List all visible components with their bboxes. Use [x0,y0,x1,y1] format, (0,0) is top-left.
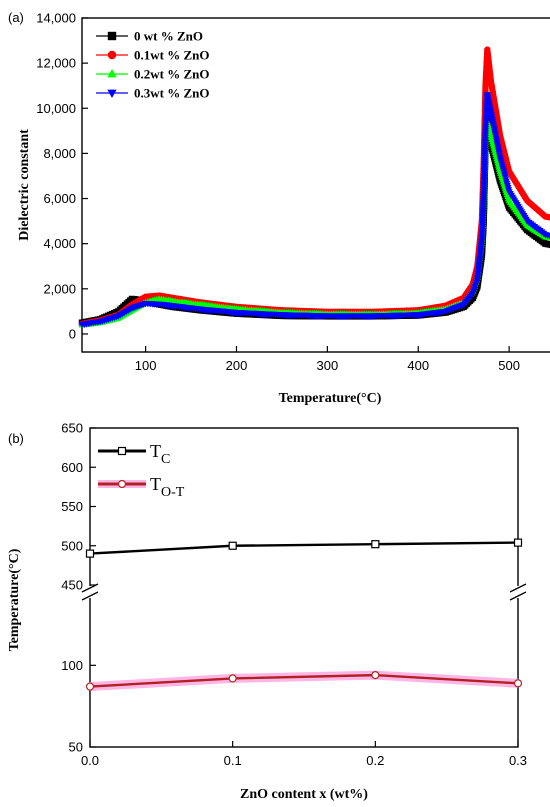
series-1-point [371,671,380,680]
y-tick-label: 550 [61,499,83,514]
panel-b-y-axis: 450 500 550 600 650 50 100 [61,421,96,755]
series-1-point [85,682,95,691]
y-tick-label: 6,000 [43,191,76,206]
series-0-point [228,541,237,550]
legend-label: 0.3wt % ZnO [134,86,209,101]
series-3 [78,92,550,329]
x-tick-label: 100 [135,358,157,373]
series-1-point [228,674,237,683]
series-0-point [546,241,550,248]
series-1 [85,670,523,692]
panel-a-y-axis: 0 2,000 4,000 6,000 8,000 10,000 12,000 14,000 [36,11,88,341]
axis-break-mark [81,591,99,601]
y-tick-label: 14,000 [36,11,76,26]
panel-b-label: (b) [8,431,24,446]
series-0-point [513,538,523,547]
panel-a-plot-frame [81,17,550,353]
y-tick-label: 12,000 [36,56,76,71]
axis-break-mark [509,591,527,601]
y-tick-label: 450 [61,578,83,593]
panel-b-y-axis-label: Temperature(°C) [7,548,22,651]
panel-b-legend: TC TO-T [98,441,185,500]
series-0-point [85,549,95,558]
x-tick-label: 0.1 [224,753,242,768]
legend-marker [107,89,117,99]
panel-a: (a) 0 2,000 4,000 6,000 8,000 10,000 12,000 14,… [8,10,550,406]
x-tick-label: 0.3 [509,753,527,768]
legend-label: 0 wt % ZnO [134,29,203,44]
legend-marker [117,446,127,456]
legend-marker [107,50,117,60]
panel-a-x-axis-label: Temperature(°C) [279,391,382,406]
panel-a-series-group [78,46,550,329]
series-0 [85,538,523,558]
series-0-line [89,541,519,555]
x-tick-label: 0.0 [81,753,99,768]
panel-b-x-axis-label: ZnO content x (wt%) [240,787,368,802]
panel-a-legend: 0 wt % ZnO 0.1wt % ZnO 0.2wt % ZnO 0.3wt % … [96,29,209,101]
legend-label: TO-T [150,474,185,500]
panel-a-x-axis: 100200300400500600 [135,346,520,373]
y-tick-label: 100 [61,658,83,673]
y-tick-label: 650 [61,421,83,436]
panel-a-label: (a) [8,10,24,25]
panel-b: (b) 450 500 550 600 650 50 100 0.0 0.1 0.2 0.3 Te… [7,421,527,803]
series-1-point [546,214,550,221]
legend-marker [107,68,117,78]
panel-b-axis-break [81,583,527,601]
x-tick-label: 200 [226,358,248,373]
legend-label: TC [150,441,170,467]
y-tick-label: 10,000 [36,101,76,116]
x-tick-label: 300 [317,358,339,373]
y-tick-label: 600 [61,460,83,475]
x-tick-label: 0.2 [366,753,384,768]
panel-b-series-group [85,538,523,692]
x-tick-label: 500 [498,358,520,373]
series-0-point [371,540,380,549]
series-1-point [513,679,523,688]
y-tick-label: 50 [69,740,83,755]
y-tick-label: 0 [69,326,76,341]
legend-marker [117,479,127,489]
panel-b-x-axis: 0.0 0.1 0.2 0.3 [81,741,527,768]
x-tick-label: 400 [407,358,429,373]
y-tick-label: 2,000 [43,281,76,296]
legend-marker [107,31,117,41]
y-tick-label: 8,000 [43,146,76,161]
legend-label: 0.1wt % ZnO [134,48,209,63]
legend-label: 0.2wt % ZnO [134,67,209,82]
panel-a-y-axis-label: Dielectric constant [17,129,32,241]
y-tick-label: 500 [61,538,83,553]
series-3-point [546,233,550,240]
series-1-line [89,673,519,688]
y-tick-label: 4,000 [43,236,76,251]
axis-break-mark [509,583,527,593]
